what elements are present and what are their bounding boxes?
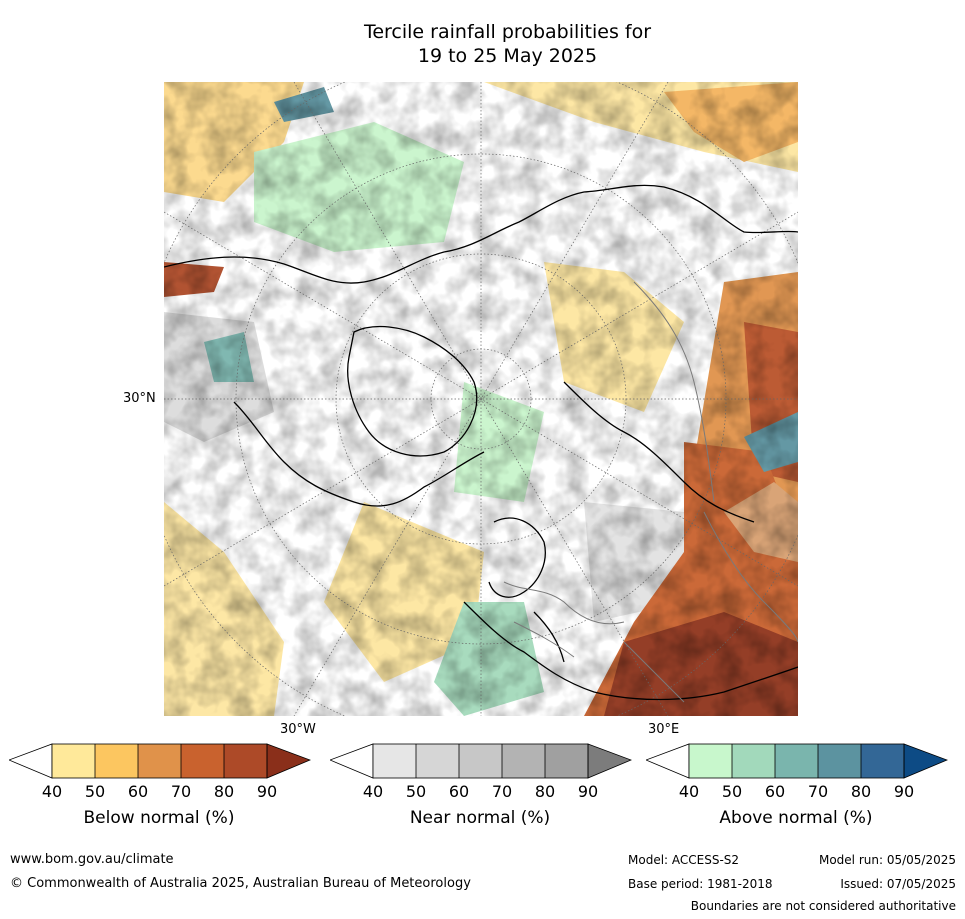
tick-label: 90 bbox=[256, 782, 278, 801]
tick-label: 70 bbox=[170, 782, 192, 801]
colorbar-above-segment-4 bbox=[818, 744, 861, 778]
colorbar-below-segment-2 bbox=[95, 744, 138, 778]
tick-label: 90 bbox=[893, 782, 915, 801]
title-line-1: Tercile rainfall probabilities for bbox=[363, 21, 652, 43]
longitude-label-30e: 30°E bbox=[648, 722, 680, 737]
polar-map bbox=[164, 82, 798, 716]
footer-base-period: Base period: 1981-2018 bbox=[628, 877, 773, 891]
coastlines bbox=[164, 184, 798, 701]
tick-label: 60 bbox=[448, 782, 470, 801]
colorbar-near-segment-5 bbox=[545, 744, 588, 778]
colorbar-below-segment-6 bbox=[266, 743, 311, 779]
footer-disclaimer: Boundaries are not considered authoritat… bbox=[690, 899, 956, 913]
tick-label: 50 bbox=[84, 782, 106, 801]
footer-model-run: Model run: 05/05/2025 bbox=[818, 853, 956, 867]
colorbar-near-segment-4 bbox=[502, 744, 545, 778]
tick-label: 40 bbox=[41, 782, 63, 801]
tick-label: 40 bbox=[678, 782, 700, 801]
country-borders bbox=[503, 281, 798, 703]
colorbar-above-segment-2 bbox=[732, 744, 775, 778]
tick-label: 70 bbox=[807, 782, 829, 801]
colorbar-near-segment-1 bbox=[373, 744, 416, 778]
colorbar-below-segment-1 bbox=[52, 744, 95, 778]
colorbar-below-segment-5 bbox=[224, 744, 267, 778]
colorbar-above-segment-6 bbox=[903, 743, 948, 779]
tick-label: 40 bbox=[362, 782, 384, 801]
footer-model: Model: ACCESS-S2 bbox=[628, 853, 740, 867]
tick-label: 50 bbox=[721, 782, 743, 801]
colorbar-near-title: Near normal (%) bbox=[409, 808, 551, 828]
footer-copyright: © Commonwealth of Australia 2025, Austra… bbox=[10, 876, 471, 891]
tick-label: 80 bbox=[850, 782, 872, 801]
latitude-label-30n: 30°N bbox=[123, 391, 156, 406]
tick-label: 70 bbox=[491, 782, 513, 801]
colorbar-near-normal bbox=[330, 743, 632, 779]
tick-label: 60 bbox=[127, 782, 149, 801]
colorbar-below-segment-4 bbox=[181, 744, 224, 778]
colorbar-near-segment-0 bbox=[330, 743, 374, 779]
colorbar-near-segment-3 bbox=[459, 744, 502, 778]
tick-label: 90 bbox=[577, 782, 599, 801]
colorbar-above-title: Above normal (%) bbox=[719, 808, 873, 828]
colorbar-below-segment-0 bbox=[9, 743, 53, 779]
chart-title: Tercile rainfall probabilities for 19 to… bbox=[0, 20, 965, 68]
colorbar-below-normal bbox=[9, 743, 311, 779]
longitude-label-30w: 30°W bbox=[280, 722, 316, 737]
tick-label: 80 bbox=[213, 782, 235, 801]
footer-website: www.bom.gov.au/climate bbox=[10, 852, 174, 867]
colorbar-below-segment-3 bbox=[138, 744, 181, 778]
tick-label: 50 bbox=[405, 782, 427, 801]
colorbar-above-segment-5 bbox=[861, 744, 904, 778]
colorbar-near-segment-2 bbox=[416, 744, 459, 778]
footer-issued: Issued: 07/05/2025 bbox=[840, 877, 956, 891]
colorbar-above-segment-3 bbox=[775, 744, 818, 778]
colorbar-above-segment-0 bbox=[646, 743, 690, 779]
colorbar-near-segment-6 bbox=[587, 743, 632, 779]
title-line-2: 19 to 25 May 2025 bbox=[417, 45, 598, 67]
colorbar-below-title: Below normal (%) bbox=[83, 808, 235, 828]
graticule bbox=[164, 82, 798, 716]
colorbar-above-normal bbox=[646, 743, 948, 779]
colorbar-above-segment-1 bbox=[689, 744, 732, 778]
tick-label: 80 bbox=[534, 782, 556, 801]
tick-label: 60 bbox=[764, 782, 786, 801]
